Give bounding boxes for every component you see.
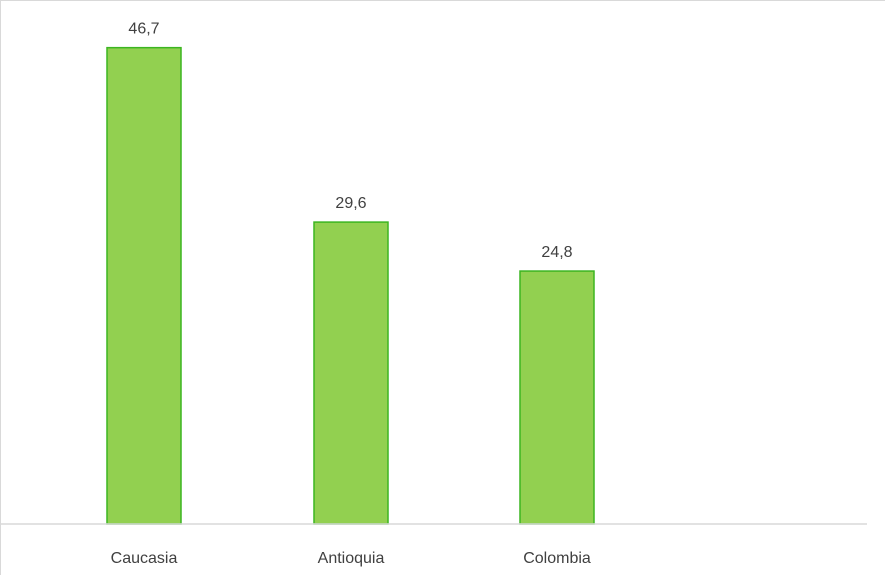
bar-caucasia: [106, 46, 182, 525]
x-tick-label-caucasia: Caucasia: [111, 550, 178, 567]
data-label-caucasia: 46,7: [128, 21, 159, 38]
data-labels-group: 46,7 29,6 24,8: [128, 21, 572, 261]
bar-colombia: [519, 270, 595, 525]
bar-antioquia: [313, 221, 389, 525]
x-tick-labels-group: Caucasia Antioquia Colombia: [111, 550, 591, 567]
data-label-antioquia: 29,6: [335, 195, 366, 212]
x-tick-label-colombia: Colombia: [523, 550, 591, 567]
x-tick-label-antioquia: Antioquia: [318, 550, 385, 567]
data-label-colombia: 24,8: [541, 244, 572, 261]
bars-group: [106, 46, 595, 525]
